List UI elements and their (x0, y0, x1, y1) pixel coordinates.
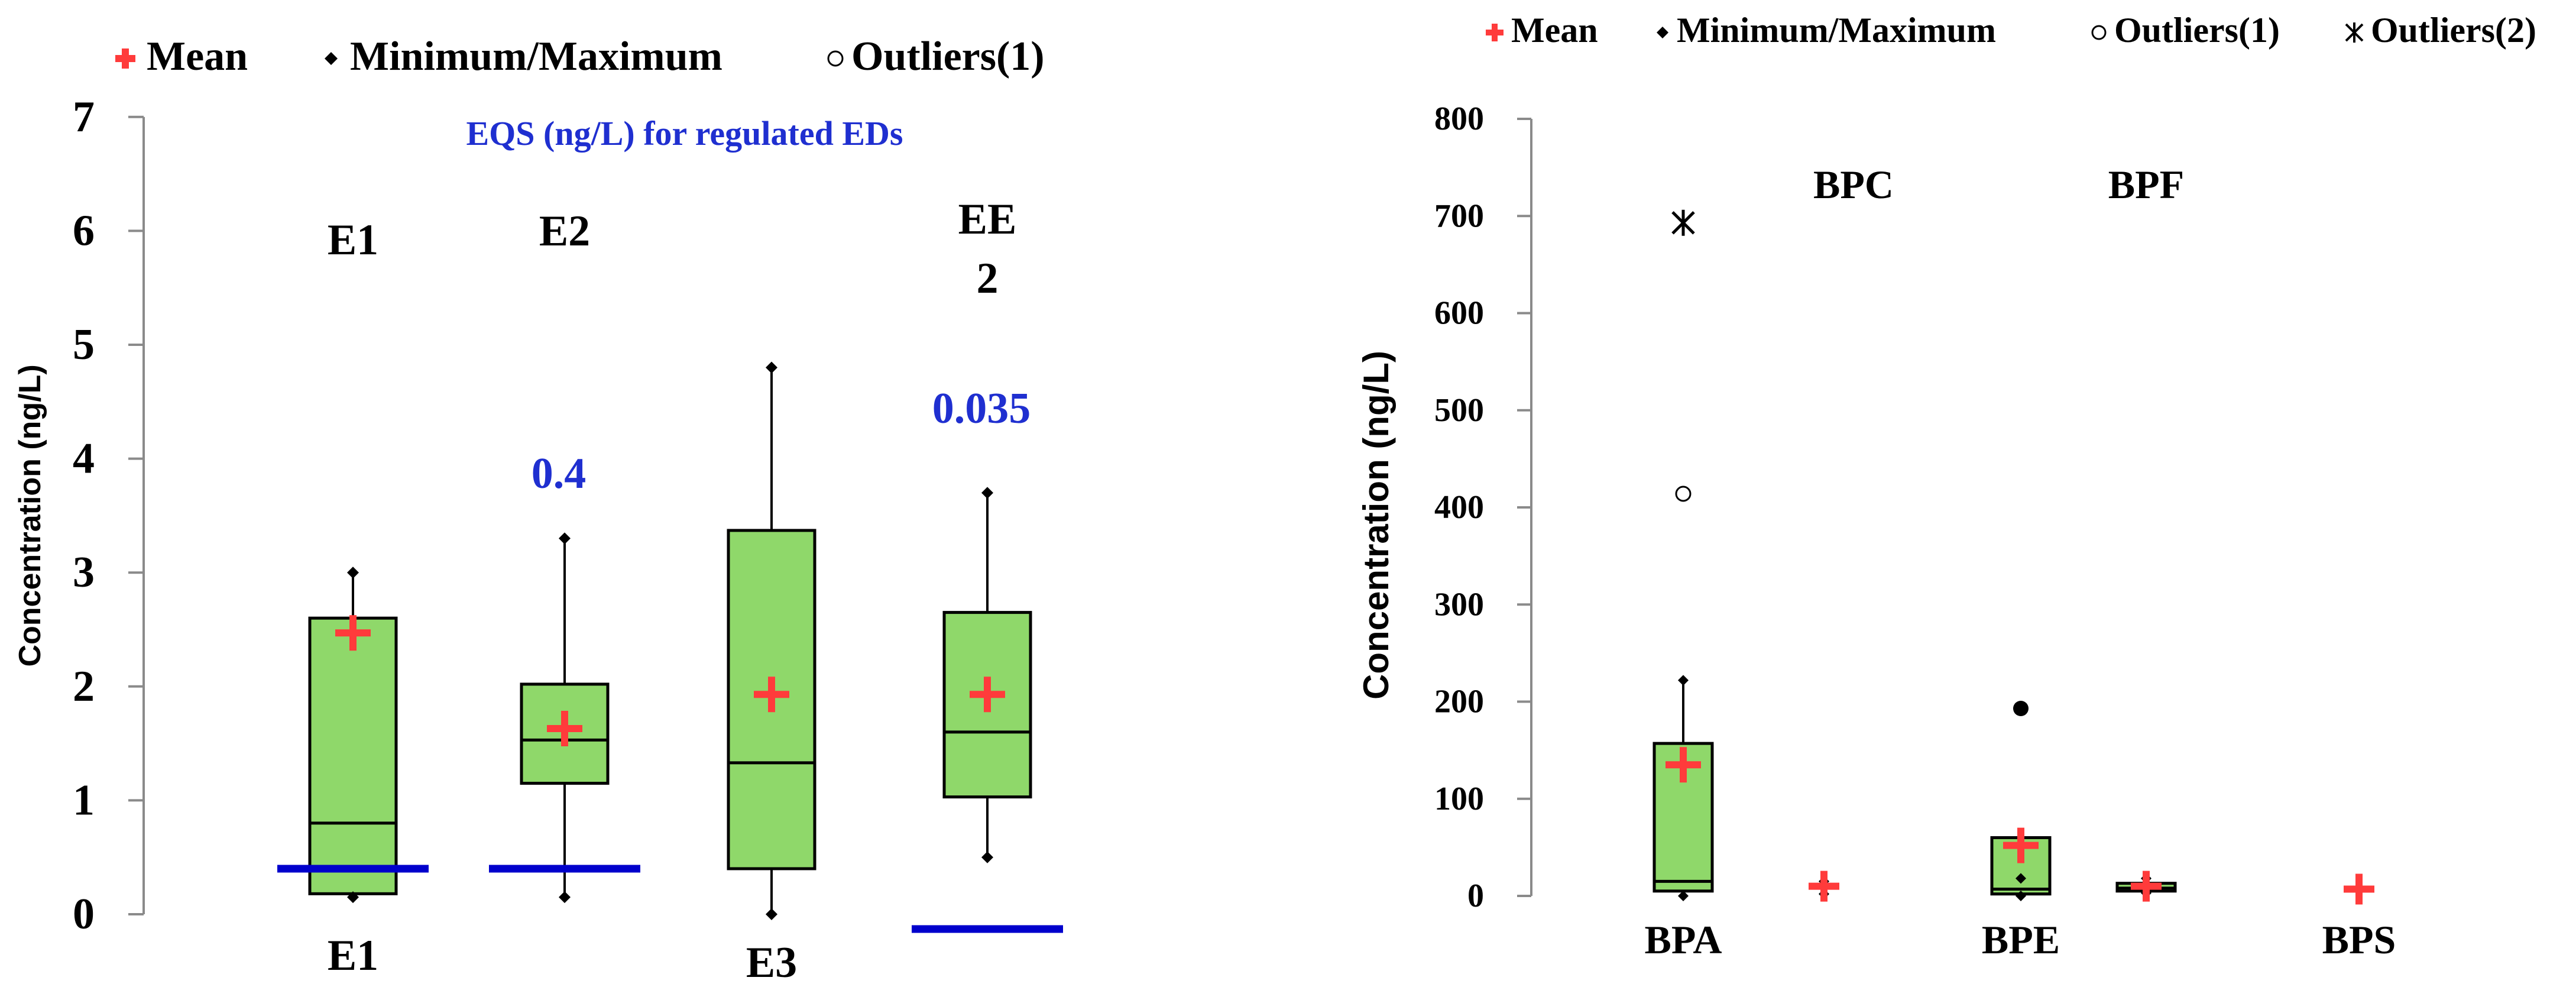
min-marker (1678, 891, 1689, 901)
mean-marker (2344, 873, 2374, 905)
right-y-tick-label: 100 (1434, 781, 1484, 817)
max-marker (981, 487, 993, 499)
mean-marker (547, 711, 582, 747)
max-marker (559, 532, 571, 545)
right-y-tick-label: 200 (1434, 684, 1484, 720)
mean-marker (970, 677, 1005, 713)
left-y-tick-label: 6 (73, 206, 95, 255)
outlier-marker (2013, 700, 2029, 716)
legend-outliers1-label: Outliers(1) (851, 34, 1045, 79)
eqs-value-label: 0.4 (532, 449, 587, 498)
right-y-tick-label: 800 (1434, 101, 1484, 137)
max-marker (347, 567, 359, 579)
legend-outliers1-marker (827, 50, 844, 67)
box-iqr (308, 616, 398, 895)
outlier1-marker (1675, 486, 1692, 502)
legend-outliers1-marker (2091, 25, 2107, 40)
max-marker (1678, 675, 1689, 686)
min-marker (981, 851, 993, 863)
max-marker (2016, 873, 2026, 884)
right-y-tick-label: 0 (1467, 878, 1484, 914)
mean-marker (1666, 747, 1701, 783)
top-category-label: E1 (328, 216, 378, 264)
legend-minmax-marker (1657, 27, 1668, 38)
top-category-label: BPC (1813, 162, 1894, 207)
legend-outliers2-label: Outliers(2) (2371, 11, 2536, 50)
left-y-tick-label: 5 (73, 321, 95, 369)
legend-outliers1-label: Outliers(1) (2114, 11, 2280, 50)
x-category-label: E1 (328, 931, 378, 980)
left-y-tick-label: 1 (73, 776, 95, 824)
x-category-label: BPA (1645, 917, 1722, 962)
eqs-annotation: EQS (ng/L) for regulated EDs (466, 114, 903, 153)
legend-outliers2-marker (2345, 22, 2364, 43)
right-y-tick-label: 400 (1434, 489, 1484, 526)
legend-minmax-label: Minimum/Maximum (1677, 11, 1996, 50)
right-y-tick-label: 500 (1434, 392, 1484, 429)
right-y-tick-label: 300 (1434, 586, 1484, 623)
eqs-value-label: 0.035 (932, 384, 1031, 433)
top-category-label: 2 (977, 254, 999, 303)
mean-marker (335, 615, 371, 651)
left-y-tick-label: 0 (73, 890, 95, 938)
top-category-label: BPF (2108, 162, 2184, 207)
legend-minmax-marker (325, 52, 338, 65)
left-y-tick-label: 3 (73, 548, 95, 597)
outlier2-marker (1671, 209, 1695, 236)
legend-mean-marker (115, 48, 135, 69)
right-y-tick-label: 700 (1434, 198, 1484, 234)
x-category-label: BPS (2322, 917, 2396, 962)
x-category-label: BPE (1982, 917, 2060, 962)
x-category-label: E3 (746, 938, 797, 987)
left-y-tick-label: 2 (73, 662, 95, 711)
legend-minmax-label: Minimum/Maximum (350, 34, 722, 79)
legend-mean-marker (1486, 24, 1504, 41)
mean-marker (2131, 870, 2162, 902)
right-y-axis-title: Concentration (ng/L) (1356, 351, 1396, 700)
min-marker (766, 908, 777, 920)
top-category-label: E2 (539, 207, 590, 255)
min-marker (559, 891, 571, 904)
top-category-label: EE (958, 195, 1017, 244)
legend-mean-label: Mean (1511, 11, 1598, 50)
min-marker (347, 891, 359, 904)
left-y-axis-title: Concentration (ng/L) (13, 364, 47, 666)
min-marker (2016, 891, 2026, 901)
right-y-tick-label: 600 (1434, 295, 1484, 332)
mean-marker (2003, 827, 2039, 863)
mean-marker (1809, 870, 1839, 902)
legend-mean-label: Mean (147, 34, 248, 79)
left-y-tick-label: 7 (73, 93, 95, 141)
mean-marker (754, 677, 789, 713)
left-y-tick-label: 4 (73, 435, 95, 483)
max-marker (766, 361, 777, 374)
